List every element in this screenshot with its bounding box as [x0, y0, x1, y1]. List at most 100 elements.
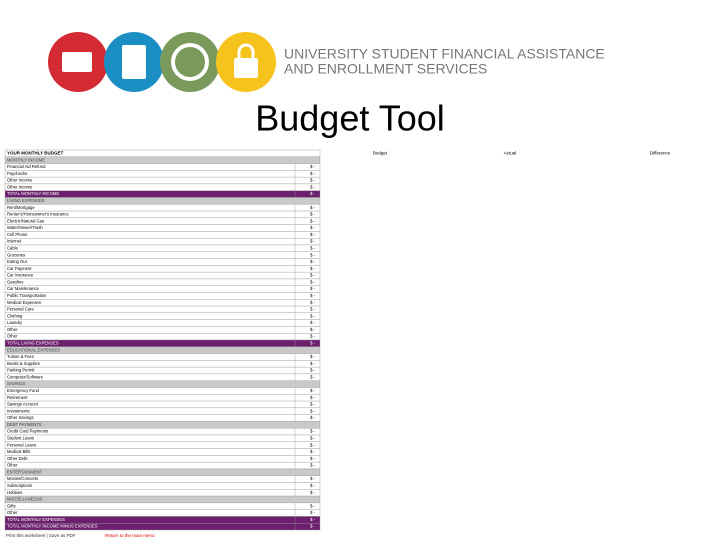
row-label: Student Loans: [7, 436, 34, 441]
row-label: Other: [7, 334, 18, 339]
item-row: [4, 373, 321, 381]
row-label: Other: [7, 510, 18, 515]
budget-cell: $ -: [310, 483, 315, 488]
icon-wallet: [62, 52, 92, 72]
item-row: [4, 224, 321, 232]
item-row: [4, 292, 321, 300]
row-label: Emergency Fund: [7, 388, 40, 393]
budget-cell: $ -: [310, 510, 315, 515]
row-label: Public Transportation: [7, 293, 47, 298]
total-row: [4, 523, 321, 531]
item-row: [4, 163, 321, 171]
icon-calculator: [122, 45, 146, 79]
row-label: Paychecks: [7, 171, 27, 176]
item-row: [4, 509, 321, 517]
section-row: [4, 156, 321, 164]
logo: UNIVERSITY STUDENT FINANCIAL ASSISTANCE …: [48, 32, 605, 92]
budget-cell: $ -: [310, 395, 315, 400]
budget-cell: $ -: [310, 313, 315, 318]
item-row: [4, 170, 321, 178]
budget-cell: $ -: [310, 368, 315, 373]
row-label: Movies/Concerts: [7, 476, 38, 481]
budget-cell: $ -: [310, 191, 315, 196]
item-row: [4, 400, 321, 409]
row-label: Tuition & Fees: [7, 354, 34, 359]
row-label: TOTAL MONTHLY EXPENSES: [7, 517, 65, 522]
page-title: Budget Tool: [255, 98, 445, 139]
row-label: MONTHLY INCOME: [7, 157, 45, 162]
section-row: [4, 468, 321, 476]
budget-cell: $ -: [310, 286, 315, 291]
row-label: Subscriptions: [7, 483, 32, 488]
budget-cell: $ -: [310, 374, 315, 379]
budget-cell: $ -: [310, 503, 315, 508]
item-row: [4, 502, 321, 510]
row-label: Groceries: [7, 252, 25, 257]
budget-cell: $ -: [310, 517, 315, 522]
row-label: Other: [7, 327, 18, 332]
row-label: Car Insurance: [7, 273, 34, 278]
row-label: Eating Out: [7, 259, 28, 264]
row-label: Parking Permit: [7, 368, 35, 373]
budget-cell: $ -: [310, 341, 315, 346]
row-label: ENTERTAINMENT: [7, 469, 43, 474]
column-heading: Actual: [504, 151, 517, 156]
section-row: [4, 197, 321, 205]
row-label: TOTAL MONTHLY INCOME: [7, 191, 59, 196]
item-row: [4, 387, 321, 395]
row-label: Credit Card Payments: [7, 429, 48, 434]
item-row: [4, 441, 321, 449]
row-label: Computer/Software: [7, 374, 44, 379]
item-row: [4, 333, 321, 341]
item-row: [4, 238, 321, 246]
budget-cell: $ -: [310, 442, 315, 447]
budget-cell: $ -: [310, 218, 315, 223]
section-row: [4, 495, 321, 504]
item-row: [4, 305, 321, 314]
row-label: Clothing: [7, 313, 23, 318]
row-label: Other: [7, 463, 18, 468]
budget-cell: $ -: [310, 524, 315, 529]
budget-cell: $ -: [310, 205, 315, 210]
row-label: Other Income: [7, 178, 33, 183]
budget-cell: $ -: [310, 273, 315, 278]
item-row: [4, 434, 321, 442]
budget-cell: $ -: [310, 402, 315, 407]
budget-cell: $ -: [310, 415, 315, 420]
org-name: UNIVERSITY STUDENT FINANCIAL ASSISTANCE: [284, 46, 605, 62]
column-heading: Difference: [650, 151, 671, 156]
item-row: [4, 278, 321, 286]
section-row: [4, 421, 321, 429]
budget-cell: $ -: [310, 327, 315, 332]
item-row: [4, 448, 321, 456]
item-row: [4, 183, 321, 191]
budget-cell: $ -: [310, 436, 315, 441]
budget-cell: $ -: [310, 476, 315, 481]
item-row: [4, 475, 321, 483]
row-label: Laundry: [7, 320, 23, 325]
budget-cell: $ -: [310, 184, 315, 189]
row-label: Car Maintenance: [7, 286, 40, 291]
item-row: [4, 285, 321, 293]
item-row: [4, 461, 321, 470]
budget-cell: $ -: [310, 490, 315, 495]
row-label: EDUCATIONAL EXPENSES: [7, 347, 60, 352]
row-label: Personal Care: [7, 307, 34, 312]
column-heading: Budget: [373, 151, 388, 156]
org-name: AND ENROLLMENT SERVICES: [284, 61, 487, 77]
item-row: [4, 319, 321, 327]
footer-link[interactable]: Print this worksheet | Save as PDF: [6, 533, 76, 538]
item-row: [4, 244, 321, 252]
budget-cell: $ -: [310, 307, 315, 312]
item-row: [4, 251, 321, 259]
budget-cell: $ -: [310, 408, 315, 413]
row-label: Personal Loans: [7, 442, 36, 447]
row-label: Car Payment: [7, 266, 32, 271]
icon-circle: [160, 32, 220, 92]
item-row: [4, 299, 321, 307]
budget-cell: $ -: [310, 449, 315, 454]
footer-link[interactable]: Return to the main menu: [105, 533, 155, 538]
row-label: Financial Aid Refund: [7, 164, 46, 169]
